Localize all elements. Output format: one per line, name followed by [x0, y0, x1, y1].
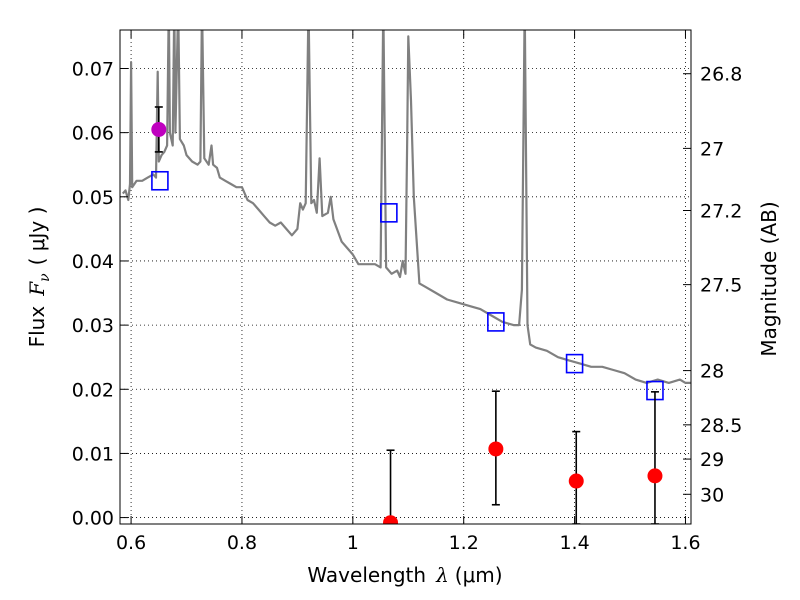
x-axis-unit: (μm) — [455, 563, 503, 587]
magnitude-tick-label: 30 — [700, 484, 724, 506]
y-tick-label: 0.00 — [72, 508, 114, 530]
plot-background — [120, 30, 691, 524]
y-axis-title: Flux Fν ( μJy ) — [25, 207, 53, 348]
x-tick-label: 1.6 — [670, 532, 700, 554]
y-axis-unit: ( μJy ) — [25, 207, 49, 266]
non-detection-point — [383, 515, 399, 524]
y-axis-symbol: F — [25, 281, 49, 297]
x-axis-symbol: λ — [435, 563, 449, 587]
x-tick-label: 0.6 — [116, 532, 146, 554]
magnitude-tick-label: 27.5 — [700, 275, 742, 297]
x-tick-label: 1 — [347, 532, 359, 554]
magnitude-tick-label: 26.8 — [700, 64, 742, 86]
non-detection-point — [488, 441, 504, 457]
plot-frame — [119, 29, 692, 525]
magnitude-tick-label: 27.2 — [700, 200, 742, 222]
model-point — [487, 312, 505, 332]
plot-area — [121, 30, 691, 524]
magnitude-axis: 26.8 27 27.2 27.5 28 28.5 29 30 — [683, 64, 742, 506]
non-detection-point — [568, 473, 584, 489]
y-tick-label: 0.06 — [72, 123, 114, 145]
y-tick-label: 0.04 — [72, 251, 114, 273]
spectrum-line — [121, 30, 691, 384]
y-axis: 0.00 0.01 0.02 0.03 0.04 0.05 0.06 0.07 — [72, 58, 128, 530]
magnitude-axis-title: Magnitude (AB) — [757, 201, 781, 356]
magnitude-tick-label: 28 — [700, 361, 724, 383]
x-tick-label: 0.8 — [227, 532, 257, 554]
model-point — [380, 203, 398, 223]
model-point — [151, 170, 169, 191]
y-tick-label: 0.03 — [72, 315, 114, 337]
magnitude-tick-label: 27 — [700, 138, 724, 160]
y-axis-label: Flux — [25, 306, 49, 348]
x-tick-label: 1.4 — [559, 532, 589, 554]
x-axis: 0.6 0.8 1 1.2 1.4 1.6 — [116, 30, 701, 554]
y-tick-label: 0.07 — [72, 58, 114, 80]
x-axis-label: Wavelength — [307, 563, 426, 587]
non-detection-point — [647, 468, 663, 484]
y-tick-label: 0.02 — [72, 379, 114, 401]
magnitude-tick-label: 28.5 — [700, 415, 742, 437]
detection-point — [151, 121, 167, 137]
y-tick-label: 0.01 — [72, 443, 114, 465]
y-axis-subscript: ν — [37, 273, 53, 282]
y-tick-label: 0.05 — [72, 187, 114, 209]
x-tick-label: 1.2 — [449, 532, 479, 554]
magnitude-tick-label: 29 — [700, 449, 724, 471]
model-point — [565, 353, 584, 374]
x-axis-title: Wavelength λ (μm) — [307, 563, 502, 587]
